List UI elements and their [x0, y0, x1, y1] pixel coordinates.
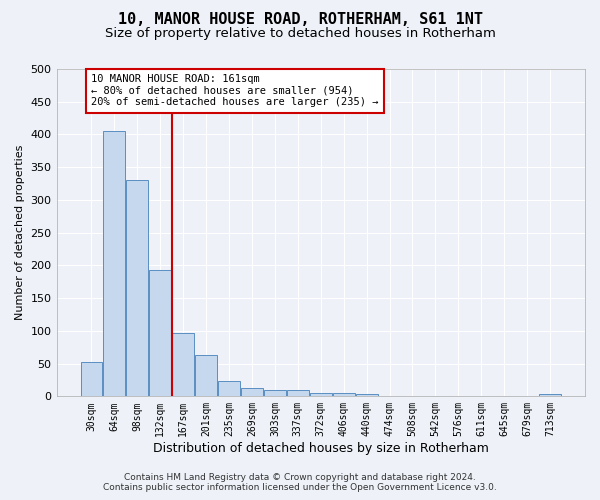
Bar — [287, 390, 309, 396]
Bar — [172, 333, 194, 396]
Bar — [241, 388, 263, 396]
Bar — [310, 393, 332, 396]
Bar — [127, 180, 148, 396]
Bar — [264, 390, 286, 396]
Bar — [149, 270, 171, 396]
Bar — [218, 380, 240, 396]
Text: Size of property relative to detached houses in Rotherham: Size of property relative to detached ho… — [104, 28, 496, 40]
Bar — [539, 394, 561, 396]
Bar — [80, 362, 103, 396]
Bar — [195, 355, 217, 397]
Text: 10, MANOR HOUSE ROAD, ROTHERHAM, S61 1NT: 10, MANOR HOUSE ROAD, ROTHERHAM, S61 1NT — [118, 12, 482, 28]
Text: Contains HM Land Registry data © Crown copyright and database right 2024.
Contai: Contains HM Land Registry data © Crown c… — [103, 473, 497, 492]
Bar — [333, 393, 355, 396]
Bar — [356, 394, 377, 396]
Text: 10 MANOR HOUSE ROAD: 161sqm
← 80% of detached houses are smaller (954)
20% of se: 10 MANOR HOUSE ROAD: 161sqm ← 80% of det… — [91, 74, 379, 108]
X-axis label: Distribution of detached houses by size in Rotherham: Distribution of detached houses by size … — [153, 442, 489, 455]
Y-axis label: Number of detached properties: Number of detached properties — [15, 145, 25, 320]
Bar — [103, 130, 125, 396]
